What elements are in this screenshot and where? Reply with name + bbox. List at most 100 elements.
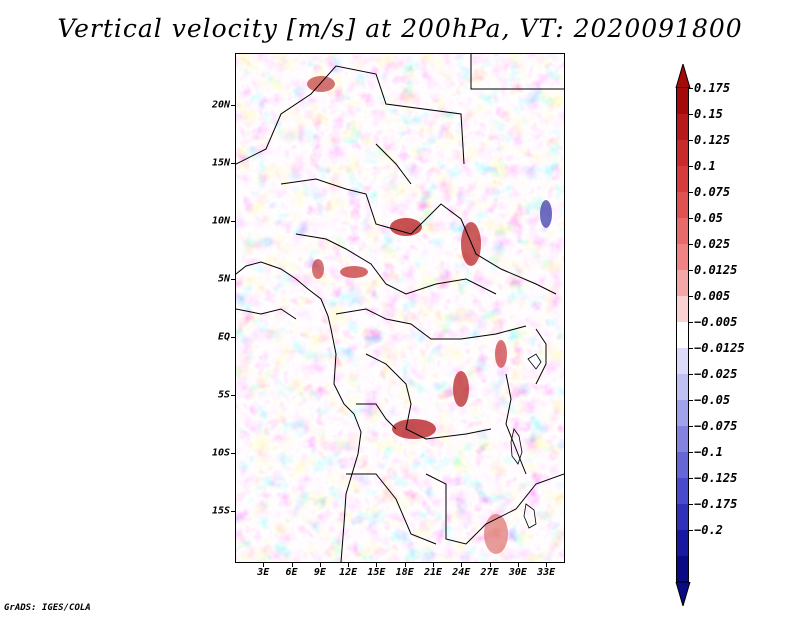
lakes <box>510 353 542 529</box>
lat-tick-mark <box>231 452 235 454</box>
colorbar-segment <box>676 88 689 114</box>
lat-tick-mark <box>231 510 235 512</box>
lon-tick-mark <box>348 563 350 567</box>
lon-tick-label: 12E <box>339 567 358 578</box>
lon-tick-mark <box>376 563 378 567</box>
lat-tick-label: 20N <box>211 99 230 111</box>
colorbar-tick <box>689 244 693 245</box>
lon-tick-mark <box>433 563 434 567</box>
colorbar-label: 0.0125 <box>694 263 738 277</box>
country-borders <box>236 54 564 562</box>
colorbar-tick <box>689 530 693 531</box>
colorbar-label: −0.1 <box>694 445 723 459</box>
lat-tick-mark <box>231 394 235 396</box>
colorbar-segment <box>676 374 689 400</box>
colorbar-segment <box>676 530 689 556</box>
map-frame <box>235 53 565 563</box>
colorbar-label: −0.005 <box>694 315 738 329</box>
colorbar-tick <box>689 114 693 115</box>
colorbar-segment <box>676 504 689 530</box>
colorbar-segment <box>676 426 689 452</box>
colorbar-label: 0.05 <box>694 211 723 225</box>
lon-tick-mark <box>319 563 321 567</box>
grads-credit: GrADS: IGES/COLA <box>4 603 91 613</box>
colorbar-segment <box>676 218 689 244</box>
lon-tick-label: 30E <box>508 567 527 578</box>
colorbar-label: −0.075 <box>694 419 738 433</box>
colorbar-segment <box>676 140 689 166</box>
lon-tick-label: 6E <box>285 567 298 578</box>
lon-tick-label: 18E <box>395 567 414 578</box>
colorbar-tick <box>689 452 693 453</box>
colorbar-segment <box>676 452 689 478</box>
colorbar-tick <box>689 374 693 375</box>
colorbar-tick <box>689 478 693 479</box>
colorbar-label: −0.0125 <box>694 341 745 355</box>
lon-tick-label: 24E <box>452 567 471 578</box>
colorbar-segment <box>676 114 689 140</box>
colorbar-segment <box>676 322 689 348</box>
colorbar-label: −0.05 <box>694 393 731 407</box>
lon-tick-mark <box>291 563 293 567</box>
colorbar-segment <box>676 270 689 296</box>
colorbar-segment <box>676 556 689 582</box>
lon-tick-mark <box>517 563 519 567</box>
lat-tick-mark <box>231 336 235 338</box>
colorbar-tick <box>689 140 693 141</box>
colorbar-tick <box>689 426 693 427</box>
colorbar-label: −0.125 <box>694 471 738 485</box>
colorbar-tick <box>689 166 693 167</box>
lon-tick-mark <box>489 563 491 567</box>
colorbar-segment <box>676 348 689 374</box>
lat-tick-mark <box>231 221 235 223</box>
lon-tick-label: 9E <box>313 567 326 578</box>
colorbar-segment <box>676 296 689 322</box>
colorbar-label: −0.175 <box>694 497 738 511</box>
lat-tick-mark <box>231 163 235 165</box>
colorbar-label: 0.1 <box>694 159 716 173</box>
colorbar-tick <box>689 270 693 271</box>
colorbar-tick <box>689 296 693 297</box>
colorbar-tick <box>689 192 693 193</box>
lat-tick-label: 15N <box>211 157 230 169</box>
lon-tick-label: 3E <box>257 567 270 578</box>
colorbar-tick <box>689 348 693 349</box>
colorbar-tick <box>689 322 693 323</box>
colorbar-tick <box>689 504 693 505</box>
colorbar-label: −0.2 <box>694 523 723 537</box>
lat-tick-label: EQ <box>217 331 230 343</box>
lat-tick-label: 15S <box>211 505 230 517</box>
lat-tick-label: 10N <box>211 215 230 227</box>
lat-tick-label: 10S <box>211 447 230 459</box>
lat-tick-label: 5S <box>217 389 230 401</box>
colorbar-segment <box>676 166 689 192</box>
colorbar-tick <box>689 218 693 219</box>
lat-tick-mark <box>231 279 235 281</box>
colorbar-label: 0.175 <box>694 81 731 95</box>
colorbar-label: 0.005 <box>694 289 731 303</box>
colorbar-max-arrow <box>675 64 691 88</box>
lon-tick-label: 15E <box>367 567 386 578</box>
colorbar-label: 0.15 <box>694 107 723 121</box>
lat-tick-mark <box>231 105 235 107</box>
lon-tick-mark <box>461 563 463 567</box>
colorbar-segment <box>676 478 689 504</box>
lon-tick-mark <box>546 563 548 567</box>
lon-tick-mark <box>263 563 265 567</box>
velocity-field <box>236 54 564 562</box>
colorbar-segment <box>676 244 689 270</box>
colorbar-segment <box>676 192 689 218</box>
colorbar-tick <box>689 400 693 401</box>
lon-tick-mark <box>404 563 406 567</box>
colorbar-label: 0.075 <box>694 185 731 199</box>
colorbar-label: −0.025 <box>694 367 738 381</box>
colorbar-tick <box>689 88 693 89</box>
lon-tick-label: 33E <box>537 567 556 578</box>
lon-tick-label: 27E <box>480 567 499 578</box>
colorbar-label: 0.025 <box>694 237 731 251</box>
lon-tick-label: 21E <box>423 567 443 578</box>
colorbar-min-arrow <box>675 582 691 606</box>
lat-tick-label: 5N <box>217 273 230 285</box>
colorbar-segment <box>676 400 689 426</box>
convection-cells <box>307 76 552 554</box>
